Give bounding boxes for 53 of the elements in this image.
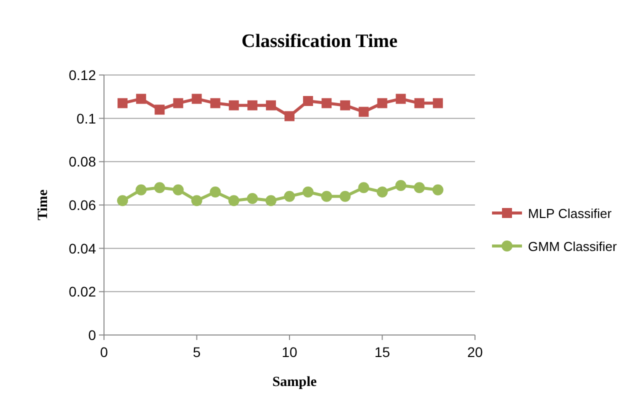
x-tick-label: 15 — [374, 344, 390, 360]
point — [340, 100, 350, 110]
point — [172, 184, 184, 196]
x-axis-title: Sample — [272, 375, 317, 390]
point — [118, 98, 128, 108]
point — [322, 98, 332, 108]
y-axis-title: Time — [36, 190, 51, 220]
legend-label: MLP Classifier — [528, 206, 612, 221]
y-tick-label: 0.08 — [68, 154, 96, 170]
y-tick-label: 0.04 — [68, 240, 96, 256]
point — [284, 111, 294, 122]
point — [266, 100, 276, 110]
point — [414, 98, 424, 108]
point — [395, 180, 406, 191]
x-tick-label: 0 — [100, 344, 108, 360]
point — [414, 182, 425, 194]
point — [358, 106, 369, 117]
point — [377, 98, 388, 108]
x-tick-label: 20 — [467, 344, 483, 360]
point — [376, 186, 388, 198]
point — [303, 96, 314, 106]
point — [432, 98, 443, 108]
point — [228, 195, 240, 206]
point — [154, 182, 166, 194]
point — [265, 195, 276, 206]
point — [136, 184, 147, 196]
x-tick-label: 5 — [192, 344, 201, 360]
point — [192, 94, 202, 104]
point — [136, 94, 146, 104]
x-tick-label: 10 — [282, 344, 298, 360]
point — [321, 190, 332, 202]
point — [246, 193, 258, 204]
point — [228, 100, 239, 110]
point — [191, 195, 202, 206]
y-tick-label: 0.06 — [68, 197, 96, 213]
point — [173, 98, 184, 108]
point — [154, 104, 165, 115]
chart-title: Classification Time — [241, 31, 398, 52]
point — [210, 186, 221, 198]
y-tick-label: 0 — [88, 327, 96, 343]
point — [396, 94, 406, 104]
point — [247, 100, 258, 110]
point — [117, 195, 128, 206]
point — [358, 182, 370, 194]
y-tick-label: 0.1 — [76, 110, 96, 126]
point — [284, 190, 295, 202]
point — [302, 186, 314, 198]
legend-label: GMM Classifier — [528, 239, 618, 254]
point — [432, 184, 444, 196]
point — [210, 98, 220, 108]
point — [340, 190, 351, 202]
y-tick-label: 0.12 — [68, 67, 96, 83]
y-tick-label: 0.02 — [68, 284, 96, 300]
